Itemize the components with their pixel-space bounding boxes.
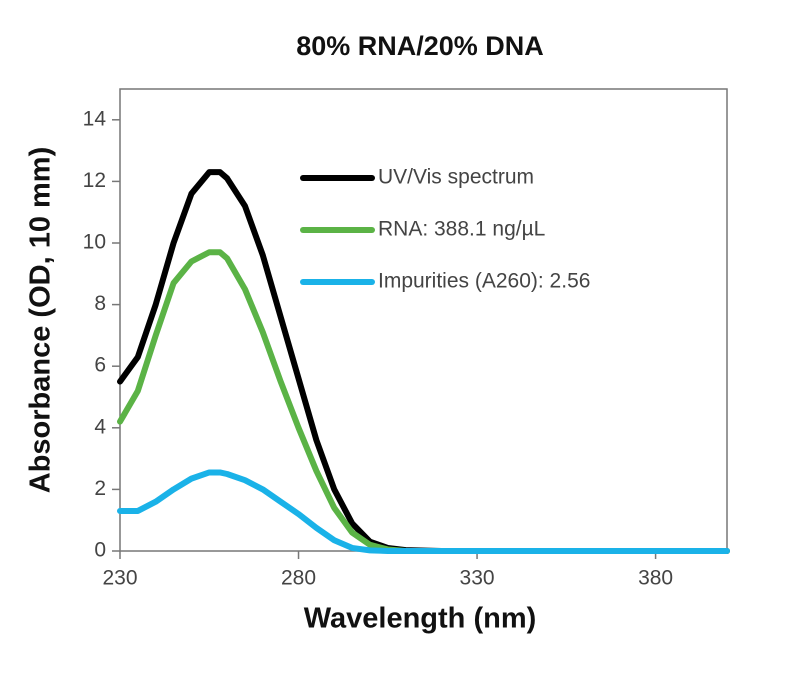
- plot-frame: [119, 88, 728, 552]
- series-line: [117, 469, 730, 554]
- x-tick-label: 280: [281, 567, 316, 590]
- y-tick-label: 8: [94, 292, 106, 315]
- chart-title: 80% RNA/20% DNA: [296, 31, 544, 61]
- legend-label: UV/Vis spectrum: [378, 166, 534, 189]
- x-tick-label: 330: [460, 567, 495, 590]
- y-tick-label: 10: [83, 231, 106, 254]
- legend-label: RNA: 388.1 ng/µL: [378, 218, 545, 241]
- y-tick-label: 4: [94, 415, 106, 438]
- x-tick-label: 230: [102, 567, 137, 590]
- legend-label: Impurities (A260): 2.56: [378, 270, 590, 293]
- series-line: [117, 249, 730, 554]
- y-tick-label: 2: [94, 477, 106, 500]
- y-axis-label: Absorbance (OD, 10 mm): [25, 147, 57, 493]
- y-tick-label: 14: [83, 107, 107, 130]
- y-tick-label: 12: [83, 169, 106, 192]
- y-tick-label: 0: [94, 539, 106, 562]
- x-tick-label: 380: [638, 567, 673, 590]
- x-axis-label: Wavelength (nm): [304, 603, 537, 635]
- y-tick-label: 6: [94, 354, 106, 377]
